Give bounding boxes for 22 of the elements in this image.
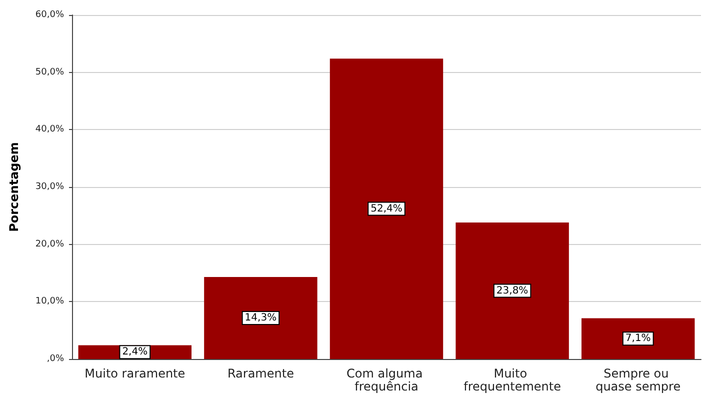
x-tick-label: Raramente: [227, 366, 294, 380]
y-tick-label: 50,0%: [35, 67, 64, 78]
y-axis-title: Porcentagem: [7, 142, 21, 232]
bar: [581, 318, 695, 359]
y-tick-label: 60,0%: [35, 10, 64, 20]
data-label: 2,4%: [122, 346, 148, 358]
y-tick-label: ,0%: [46, 354, 64, 364]
y-tick-label: 20,0%: [35, 239, 64, 250]
bar: [204, 277, 318, 359]
x-tick-label: Muito frequentemente: [464, 366, 561, 394]
bar: [456, 222, 569, 359]
x-tick-label: Muito raramente: [84, 366, 186, 380]
x-tick-label: Com alguma frequência: [346, 366, 426, 394]
data-label: 23,8%: [496, 285, 528, 296]
data-label: 14,3%: [244, 312, 277, 324]
y-tick-label: 40,0%: [35, 124, 64, 135]
y-tick-label: 30,0%: [35, 182, 64, 192]
x-tick-label: Sempre ou quase sempre: [596, 366, 681, 394]
data-label: 52,4%: [370, 203, 402, 214]
bar: [330, 58, 444, 359]
y-tick-label: 10,0%: [35, 296, 64, 307]
data-label: 7,1%: [625, 333, 651, 344]
